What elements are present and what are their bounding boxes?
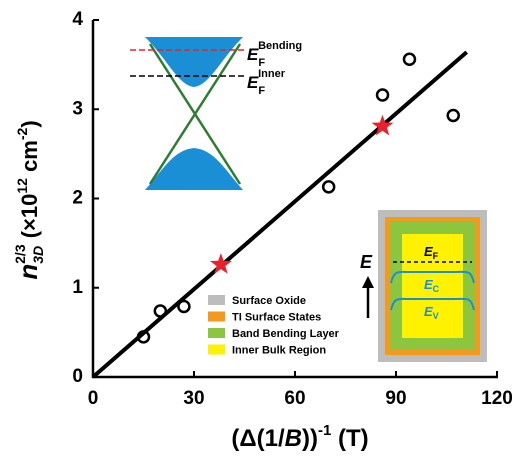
- x-tick-label: 30: [183, 388, 204, 409]
- x-axis-label: (Δ(1/B))-1 (T): [231, 422, 368, 452]
- band-label: EFInner: [247, 68, 286, 97]
- band-inset: EFBending EFInner: [130, 37, 302, 190]
- legend-swatch: [208, 345, 225, 355]
- x-tick-label: 0: [88, 388, 99, 409]
- legend-label: Inner Bulk Region: [232, 345, 326, 357]
- energy-axis-label: E: [360, 252, 373, 272]
- chart: EFBending EFInner EF EC EV E Surface Oxi…: [0, 0, 521, 459]
- x-tick-label: 90: [385, 388, 406, 409]
- legend-swatch: [208, 295, 225, 305]
- legend: Surface Oxide TI Surface States Band Bendi…: [208, 295, 340, 357]
- y-axis-label: n3D2/3 (×1012 cm-2): [12, 120, 46, 279]
- layer-schematic: EF EC EV E: [360, 210, 487, 362]
- y-tick-label: 1: [72, 277, 83, 298]
- legend-swatch: [208, 328, 225, 338]
- y-tick-label: 0: [72, 366, 83, 387]
- y-tick-label: 3: [72, 98, 83, 119]
- legend-label: Band Bending Layer: [232, 328, 340, 340]
- data-point: [178, 301, 189, 312]
- data-point: [323, 181, 334, 192]
- legend-swatch: [208, 312, 225, 322]
- y-tick-label: 4: [72, 9, 83, 30]
- band-label: EFBending: [247, 40, 302, 69]
- data-point: [404, 54, 415, 65]
- data-point: [377, 89, 388, 100]
- data-point: [155, 305, 166, 316]
- y-tick-label: 2: [72, 188, 83, 209]
- x-tick-label: 120: [481, 388, 513, 409]
- legend-label: Surface Oxide: [232, 295, 306, 307]
- x-tick-label: 60: [284, 388, 305, 409]
- legend-label: TI Surface States: [232, 312, 321, 324]
- data-point: [448, 110, 459, 121]
